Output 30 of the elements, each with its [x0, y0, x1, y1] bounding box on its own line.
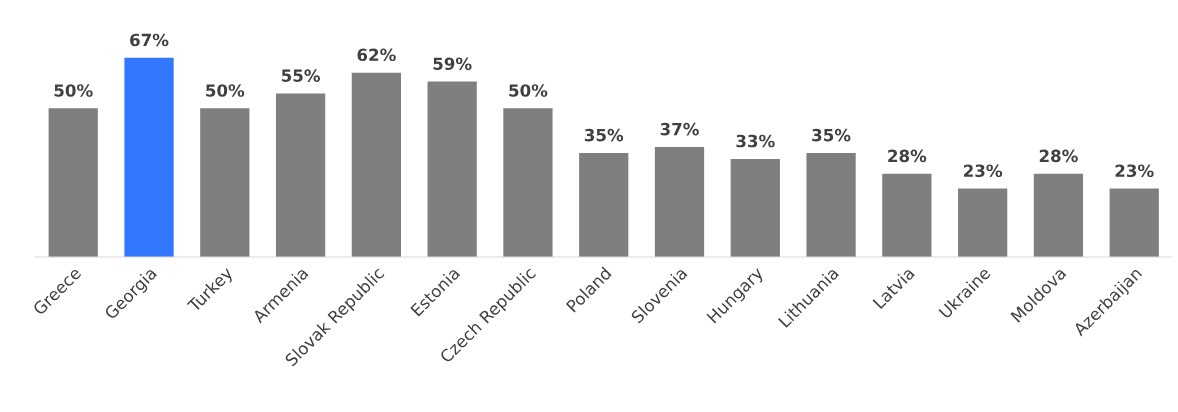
- bar: [200, 108, 250, 257]
- bar: [1033, 173, 1084, 257]
- data-label: 59%: [433, 57, 472, 71]
- data-label: 35%: [584, 128, 624, 142]
- data-label: 35%: [812, 128, 851, 142]
- bar: [1109, 188, 1159, 257]
- data-label: 33%: [736, 134, 775, 148]
- bar: [806, 152, 856, 257]
- data-label: 23%: [964, 164, 1003, 178]
- data-label: 28%: [1039, 149, 1078, 163]
- data-label: 55%: [281, 69, 320, 82]
- bar: [730, 158, 780, 257]
- data-label: 23%: [1115, 164, 1154, 178]
- data-label: 50%: [206, 84, 245, 97]
- data-label: 67%: [130, 33, 169, 47]
- bar: [48, 108, 98, 257]
- data-label: 50%: [54, 84, 93, 97]
- bar: [427, 81, 477, 257]
- data-label: 62%: [357, 48, 396, 62]
- bar: [275, 93, 326, 257]
- data-label: 50%: [509, 84, 548, 97]
- bar: [351, 72, 401, 257]
- bar: [882, 173, 932, 257]
- data-label: 28%: [888, 149, 927, 163]
- bar: [958, 188, 1008, 257]
- data-label: 37%: [660, 122, 699, 136]
- bar: [124, 57, 174, 257]
- bar: [654, 146, 705, 257]
- bar: [503, 108, 553, 257]
- bar: [579, 152, 629, 257]
